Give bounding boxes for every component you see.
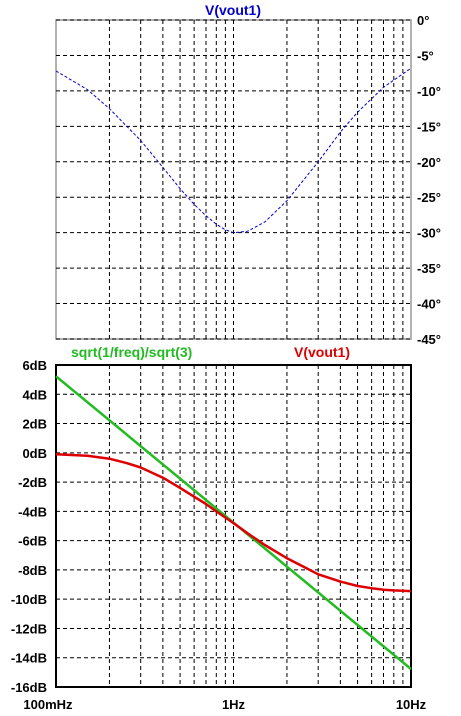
phase-y-tick-label: -45° — [417, 332, 441, 347]
magnitude-y-tick-label: 6dB — [22, 358, 47, 373]
legend-entry: V(vout1) — [294, 344, 350, 360]
phase-y-tick-label: -25° — [417, 190, 441, 205]
legend-entry: sqrt(1/freq)/sqrt(3) — [71, 344, 192, 360]
phase-y-tick-label: 0° — [417, 13, 429, 28]
magnitude-y-tick-label: -12dB — [11, 621, 47, 636]
magnitude-y-tick-label: -14dB — [11, 651, 47, 666]
x-tick-label: 1Hz — [222, 697, 246, 712]
phase-plot-frame — [55, 19, 412, 340]
phase-y-tick-label: -35° — [417, 261, 441, 276]
phase-chart-title: V(vout1) — [205, 2, 261, 18]
magnitude-series-line-vout1 — [55, 453, 412, 593]
magnitude-y-tick-label: -8dB — [18, 563, 47, 578]
magnitude-y-tick-label: 0dB — [22, 446, 47, 461]
phase-y-tick-label: -15° — [417, 119, 441, 134]
magnitude-y-tick-label: -16dB — [11, 680, 47, 695]
magnitude-y-tick-label: -10dB — [11, 592, 47, 607]
phase-y-tick-label: -5° — [417, 48, 434, 63]
phase-y-tick-label: -10° — [417, 84, 441, 99]
x-tick-label: 10Hz — [396, 697, 427, 712]
phase-y-tick-label: -20° — [417, 155, 441, 170]
phase-y-tick-label: -40° — [417, 297, 441, 312]
x-tick-label: 100mHz — [23, 697, 73, 712]
magnitude-y-tick-label: -6dB — [18, 534, 47, 549]
phase-y-tick-label: -30° — [417, 226, 441, 241]
phase-series-line — [55, 67, 412, 234]
magnitude-y-tick-label: 4dB — [22, 387, 47, 402]
magnitude-y-tick-label: -4dB — [18, 504, 47, 519]
magnitude-y-tick-label: 2dB — [22, 417, 47, 432]
magnitude-y-tick-label: -2dB — [18, 475, 47, 490]
